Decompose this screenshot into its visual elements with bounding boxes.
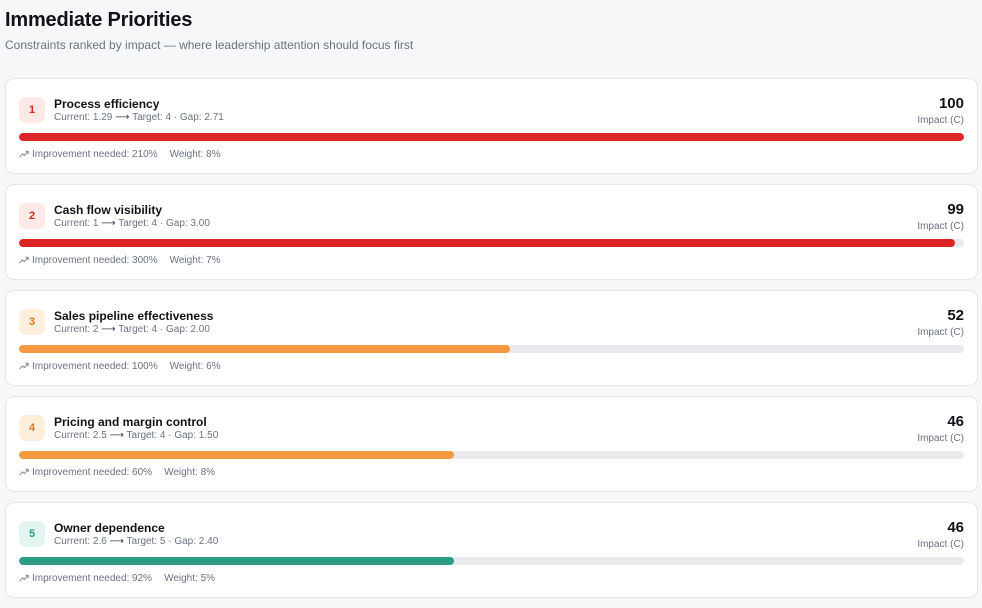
impact-score: 46	[947, 519, 964, 536]
current-value: Current: 2.5	[54, 430, 107, 441]
priority-detail: Current: 2.6 ⟶ Target: 5 · Gap: 2.40	[54, 536, 218, 548]
impact-score: 52	[947, 307, 964, 324]
impact-score: 99	[947, 201, 964, 218]
priority-name: Process efficiency	[54, 97, 160, 111]
impact-bar-track	[19, 239, 964, 247]
priority-footer: Improvement needed: 300% Weight: 7%	[19, 255, 221, 268]
arrow-right-icon: ⟶	[115, 112, 130, 123]
target-gap: Target: 4 · Gap: 2.71	[132, 112, 224, 123]
trending-up-icon	[19, 362, 29, 374]
trending-up-icon	[19, 574, 29, 586]
improvement-needed: Improvement needed: 100%	[32, 361, 158, 372]
rank-badge: 3	[19, 309, 45, 335]
target-gap: Target: 4 · Gap: 1.50	[126, 430, 219, 441]
impact-label: Impact (C)	[917, 327, 964, 338]
target-gap: Target: 5 · Gap: 2.40	[126, 536, 219, 547]
arrow-right-icon: ⟶	[109, 430, 124, 441]
impact-label: Impact (C)	[917, 433, 964, 444]
priority-list: 1 Process efficiency Current: 1.29 ⟶ Tar…	[5, 78, 978, 608]
impact-bar-track	[19, 133, 964, 141]
impact-bar-track	[19, 557, 964, 565]
impact-bar-fill	[19, 557, 454, 565]
impact-score: 46	[947, 413, 964, 430]
improvement-needed: Improvement needed: 300%	[32, 255, 158, 266]
trending-up-icon	[19, 256, 29, 268]
priority-card[interactable]: 3 Sales pipeline effectiveness Current: …	[5, 290, 978, 386]
page-header: Immediate Priorities Constraints ranked …	[5, 8, 413, 52]
impact-bar-fill	[19, 345, 511, 353]
improvement-needed: Improvement needed: 60%	[32, 467, 153, 478]
priority-footer: Improvement needed: 60% Weight: 8%	[19, 467, 215, 480]
target-gap: Target: 4 · Gap: 2.00	[118, 324, 210, 335]
priority-footer: Improvement needed: 100% Weight: 6%	[19, 361, 221, 374]
impact-bar-fill	[19, 451, 454, 459]
priority-card[interactable]: 1 Process efficiency Current: 1.29 ⟶ Tar…	[5, 78, 978, 174]
priority-footer: Improvement needed: 210% Weight: 8%	[19, 149, 221, 162]
improvement-needed: Improvement needed: 92%	[32, 573, 153, 584]
rank-badge: 4	[19, 415, 45, 441]
impact-label: Impact (C)	[917, 539, 964, 550]
arrow-right-icon: ⟶	[101, 324, 116, 335]
weight-value: Weight: 5%	[164, 573, 216, 584]
priority-card[interactable]: 2 Cash flow visibility Current: 1 ⟶ Targ…	[5, 184, 978, 280]
impact-bar-fill	[19, 239, 955, 247]
current-value: Current: 1.29	[54, 112, 113, 123]
priority-name: Pricing and margin control	[54, 415, 207, 429]
impact-bar-track	[19, 345, 964, 353]
priority-name: Owner dependence	[54, 521, 165, 535]
priority-name: Sales pipeline effectiveness	[54, 309, 214, 323]
trending-up-icon	[19, 468, 29, 480]
priority-card[interactable]: 4 Pricing and margin control Current: 2.…	[5, 396, 978, 492]
rank-badge: 2	[19, 203, 45, 229]
weight-value: Weight: 8%	[169, 149, 221, 160]
priority-detail: Current: 2.5 ⟶ Target: 4 · Gap: 1.50	[54, 430, 218, 442]
rank-badge: 5	[19, 521, 45, 547]
priority-name: Cash flow visibility	[54, 203, 163, 217]
page-title: Immediate Priorities	[5, 9, 193, 31]
target-gap: Target: 4 · Gap: 3.00	[118, 218, 210, 229]
weight-value: Weight: 6%	[169, 361, 221, 372]
current-value: Current: 1	[54, 218, 99, 229]
priority-card[interactable]: 5 Owner dependence Current: 2.6 ⟶ Target…	[5, 502, 978, 598]
current-value: Current: 2.6	[54, 536, 107, 547]
impact-label: Impact (C)	[917, 221, 964, 232]
arrow-right-icon: ⟶	[109, 536, 124, 547]
priority-detail: Current: 1.29 ⟶ Target: 4 · Gap: 2.71	[54, 112, 224, 124]
priority-footer: Improvement needed: 92% Weight: 5%	[19, 573, 215, 586]
impact-bar-track	[19, 451, 964, 459]
weight-value: Weight: 8%	[164, 467, 216, 478]
improvement-needed: Improvement needed: 210%	[32, 149, 158, 160]
trending-up-icon	[19, 150, 29, 162]
page-subtitle: Constraints ranked by impact — where lea…	[5, 38, 414, 52]
impact-bar-fill	[19, 133, 964, 141]
rank-badge: 1	[19, 97, 45, 123]
current-value: Current: 2	[54, 324, 99, 335]
priority-detail: Current: 2 ⟶ Target: 4 · Gap: 2.00	[54, 324, 210, 336]
weight-value: Weight: 7%	[169, 255, 221, 266]
impact-label: Impact (C)	[917, 115, 964, 126]
arrow-right-icon: ⟶	[101, 218, 116, 229]
impact-score: 100	[938, 95, 964, 112]
priority-detail: Current: 1 ⟶ Target: 4 · Gap: 3.00	[54, 218, 210, 230]
